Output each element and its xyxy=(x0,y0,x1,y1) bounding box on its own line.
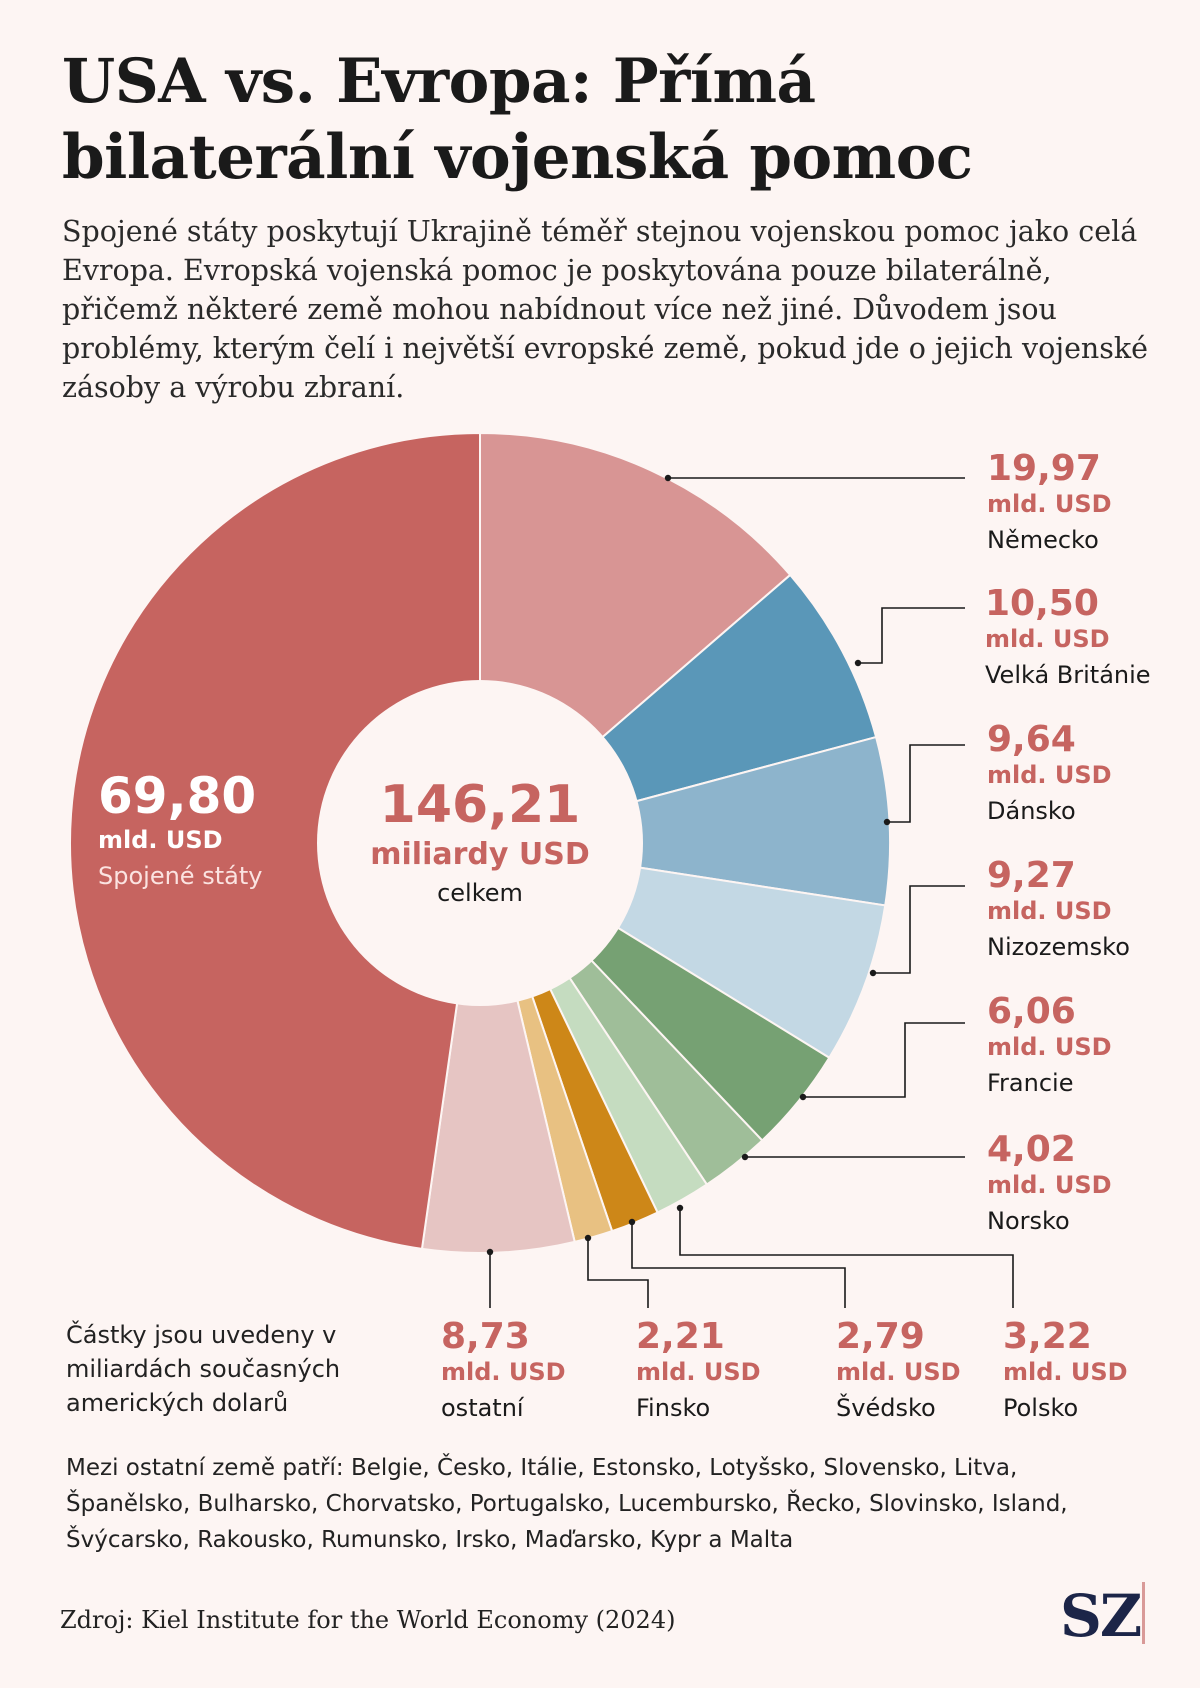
label-spojene-staty-unit: mld. USD xyxy=(98,826,223,854)
donut-hole xyxy=(317,680,643,1006)
callout-velka-britanie-dot xyxy=(854,659,862,667)
label-svedsko-country: Švédsko xyxy=(836,1392,936,1422)
label-svedsko-value: 2,79 xyxy=(836,1316,925,1357)
label-ostatni-country: ostatní xyxy=(441,1394,525,1422)
label-polsko-unit: mld. USD xyxy=(1003,1358,1128,1386)
label-nemecko-value: 19,97 xyxy=(987,448,1101,489)
callout-nizozemsko-dot xyxy=(869,969,877,977)
label-nizozemsko-value: 9,27 xyxy=(987,855,1076,896)
label-francie-unit: mld. USD xyxy=(987,1033,1112,1061)
callout-velka-britanie-line xyxy=(858,607,965,664)
center-total-value: 146,21 xyxy=(380,775,581,835)
label-ostatni-value: 8,73 xyxy=(441,1316,530,1357)
label-spojene-staty-country: Spojené státy xyxy=(98,862,262,890)
label-dansko-value: 9,64 xyxy=(987,719,1076,760)
others-list: Mezi ostatní země patří: Belgie, Česko, … xyxy=(66,1455,1068,1553)
callout-nizozemsko-line xyxy=(873,885,965,974)
chart-callouts xyxy=(486,474,1014,1308)
label-finsko-unit: mld. USD xyxy=(636,1358,761,1386)
page-title: USA vs. Evropa: Přímá bilaterální vojens… xyxy=(62,46,973,193)
label-polsko-country: Polsko xyxy=(1003,1394,1078,1422)
subtitle: Spojené státy poskytují Ukrajině téměř s… xyxy=(62,215,1149,404)
callout-polsko-line xyxy=(679,1208,1014,1308)
callout-dansko-dot xyxy=(883,818,891,826)
source-credit: Zdroj: Kiel Institute for the World Econ… xyxy=(60,1606,676,1634)
label-norsko-value: 4,02 xyxy=(987,1129,1076,1170)
callout-dansko-line xyxy=(887,744,965,823)
callout-finsko-line xyxy=(587,1238,649,1308)
callout-svedsko-line xyxy=(631,1222,846,1308)
callout-finsko-dot xyxy=(584,1234,592,1242)
sz-logo: SZ xyxy=(1060,1582,1142,1650)
label-velka-britanie-unit: mld. USD xyxy=(985,625,1110,653)
callout-ostatni-dot xyxy=(486,1248,494,1256)
slice-spojene-staty xyxy=(69,431,481,1251)
label-francie-country: Francie xyxy=(987,1069,1073,1097)
label-nizozemsko-country: Nizozemsko xyxy=(987,933,1130,961)
callout-norsko-dot xyxy=(741,1153,749,1161)
label-spojene-staty-value: 69,80 xyxy=(98,767,256,825)
label-nizozemsko-unit: mld. USD xyxy=(987,897,1112,925)
label-dansko-unit: mld. USD xyxy=(987,761,1112,789)
callout-francie-dot xyxy=(799,1093,807,1101)
label-finsko-value: 2,21 xyxy=(636,1316,725,1357)
callout-francie-line xyxy=(803,1022,965,1098)
label-finsko-country: Finsko xyxy=(636,1394,710,1422)
label-norsko-unit: mld. USD xyxy=(987,1171,1112,1199)
callout-svedsko-dot xyxy=(628,1218,636,1226)
callout-polsko-dot xyxy=(676,1204,684,1212)
label-ostatni-unit: mld. USD xyxy=(441,1358,566,1386)
label-nemecko-unit: mld. USD xyxy=(987,490,1112,518)
label-polsko-value: 3,22 xyxy=(1003,1316,1092,1357)
label-nemecko-country: Německo xyxy=(987,526,1099,554)
label-francie-value: 6,06 xyxy=(987,991,1076,1032)
slice-ostatni xyxy=(420,842,576,1254)
units-note: Částky jsou uvedeny v miliardách současn… xyxy=(66,1321,341,1417)
logo-accent-bar xyxy=(1142,1582,1145,1644)
label-velka-britanie-value: 10,50 xyxy=(985,583,1099,624)
label-dansko-country: Dánsko xyxy=(987,797,1076,825)
callout-nemecko-dot xyxy=(664,474,672,482)
center-total-label: celkem xyxy=(437,879,523,907)
label-velka-britanie-country: Velká Británie xyxy=(985,661,1151,689)
label-norsko-country: Norsko xyxy=(987,1207,1070,1235)
label-svedsko-unit: mld. USD xyxy=(836,1358,961,1386)
center-total-unit: miliardy USD xyxy=(370,837,590,872)
